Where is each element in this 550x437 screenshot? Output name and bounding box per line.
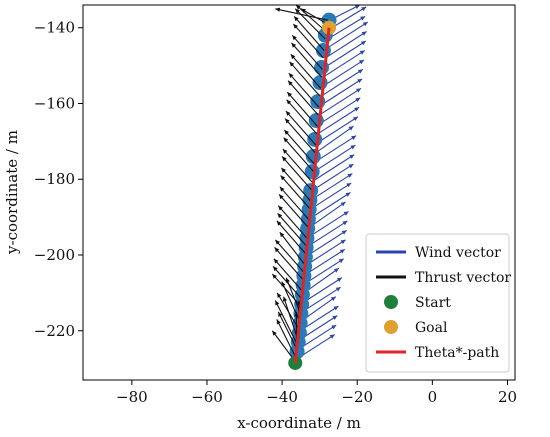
plot-area (271, 5, 369, 370)
thrust-vector-7 (276, 292, 301, 332)
wind-vector-34 (327, 15, 366, 40)
wind-vector-10 (303, 239, 346, 267)
wind-vector-14 (307, 201, 346, 229)
wind-vector-23 (316, 116, 359, 144)
x-axis-ticks: −80 −60 −40 −20 0 20 (116, 380, 517, 406)
legend-start-swatch (384, 295, 398, 309)
wind-vector-16 (309, 182, 352, 211)
theta-path-line (293, 27, 331, 364)
wind-vector-13 (306, 210, 349, 239)
wind-vector-29 (322, 59, 365, 87)
wind-vector-32 (324, 31, 367, 59)
thrust-vector-42 (275, 7, 329, 21)
legend-path-label: Theta*-path (415, 345, 499, 361)
wind-vector-28 (321, 68, 364, 97)
wind-vector-30 (323, 49, 366, 78)
thrust-vector-30 (286, 91, 318, 127)
y-axis-ticks: −140 −160 −180 −200 −220 (34, 19, 83, 340)
wind-vector-27 (320, 78, 363, 106)
thrust-vector-35 (291, 42, 322, 78)
thrust-vector-36 (291, 34, 323, 70)
wind-vector-12 (305, 220, 348, 248)
legend-thrust-label: Thrust vector (415, 270, 511, 286)
y-tick-label-0: −140 (34, 19, 75, 37)
thrust-vector-22 (280, 167, 312, 203)
thrust-vector-23 (281, 156, 313, 191)
wind-vector-21 (314, 135, 357, 163)
thrust-vector-20 (279, 186, 311, 222)
thrust-vector-25 (283, 137, 315, 173)
thrust-vector-15 (279, 231, 307, 267)
thrust-vector-31 (287, 80, 319, 116)
thrust-vector-3 (277, 311, 298, 350)
waypoint-20 (307, 131, 323, 147)
x-tick-label-1: −60 (191, 388, 223, 406)
wind-vector-15 (308, 192, 351, 220)
thrust-vector-34 (290, 53, 322, 89)
thrust-vector-21 (280, 175, 312, 210)
thrust-vector-13 (274, 247, 306, 282)
thrust-vector-29 (286, 99, 318, 135)
thrust-vector-27 (284, 118, 316, 154)
wind-vector-31 (324, 40, 367, 68)
x-tick-label-0: −80 (116, 388, 148, 406)
wind-vector-24 (317, 106, 360, 135)
wind-vector-26 (319, 87, 362, 116)
thrust-vector-18 (277, 205, 309, 241)
legend-goal-label: Goal (415, 320, 448, 336)
legend: Wind vector Thrust vector Start Goal The… (365, 233, 511, 373)
thrust-vector-28 (285, 110, 317, 146)
thrust-vector-14 (274, 239, 306, 275)
thrust-vector-38 (293, 15, 325, 51)
thrust-vector-26 (283, 129, 315, 165)
x-axis-label: x-coordinate / m (237, 414, 361, 432)
thrust-vector-32 (288, 72, 320, 108)
legend-goal-swatch (384, 320, 398, 334)
wind-vector-33 (326, 21, 369, 50)
wind-vector-11 (305, 229, 348, 258)
x-tick-label-2: −40 (266, 388, 298, 406)
wind-vector-20 (313, 144, 356, 173)
thrust-vector-17 (277, 212, 309, 248)
thrust-vector-11 (272, 265, 304, 301)
thrust-vector-16 (276, 220, 308, 256)
y-tick-label-4: −220 (34, 322, 75, 340)
thrust-vector-10 (271, 273, 303, 309)
wind-vector-17 (310, 173, 353, 201)
thrust-vector-24 (282, 148, 314, 184)
thrust-vector-5 (282, 296, 300, 343)
wind-vector-25 (318, 97, 361, 125)
wind-vector-19 (312, 154, 355, 182)
legend-wind-label: Wind vector (415, 245, 501, 261)
wind-vector-22 (315, 125, 354, 154)
thrust-vector-0 (271, 330, 296, 362)
thrust-vector-12 (273, 258, 305, 294)
thrust-vector-41 (300, 8, 328, 25)
wind-vector-18 (311, 163, 354, 192)
thrust-vector-37 (292, 23, 324, 59)
y-axis-label: y-coordinate / m (3, 130, 21, 255)
y-tick-label-3: −200 (34, 246, 75, 264)
legend-start-label: Start (415, 295, 451, 311)
x-tick-label-4: 0 (428, 388, 438, 406)
axes-frame (82, 4, 516, 381)
wind-vector-9 (303, 248, 346, 277)
thrust-vector-19 (278, 194, 310, 229)
y-tick-label-2: −180 (34, 170, 75, 188)
thrust-vector-4 (274, 300, 299, 347)
legend-box (365, 233, 510, 373)
thrust-vector-1 (276, 319, 297, 358)
thrust-vector-33 (289, 61, 321, 97)
theta-path (293, 27, 331, 364)
y-tick-label-1: −160 (34, 94, 75, 112)
x-tick-label-3: −20 (341, 388, 373, 406)
x-tick-label-5: 20 (498, 388, 517, 406)
